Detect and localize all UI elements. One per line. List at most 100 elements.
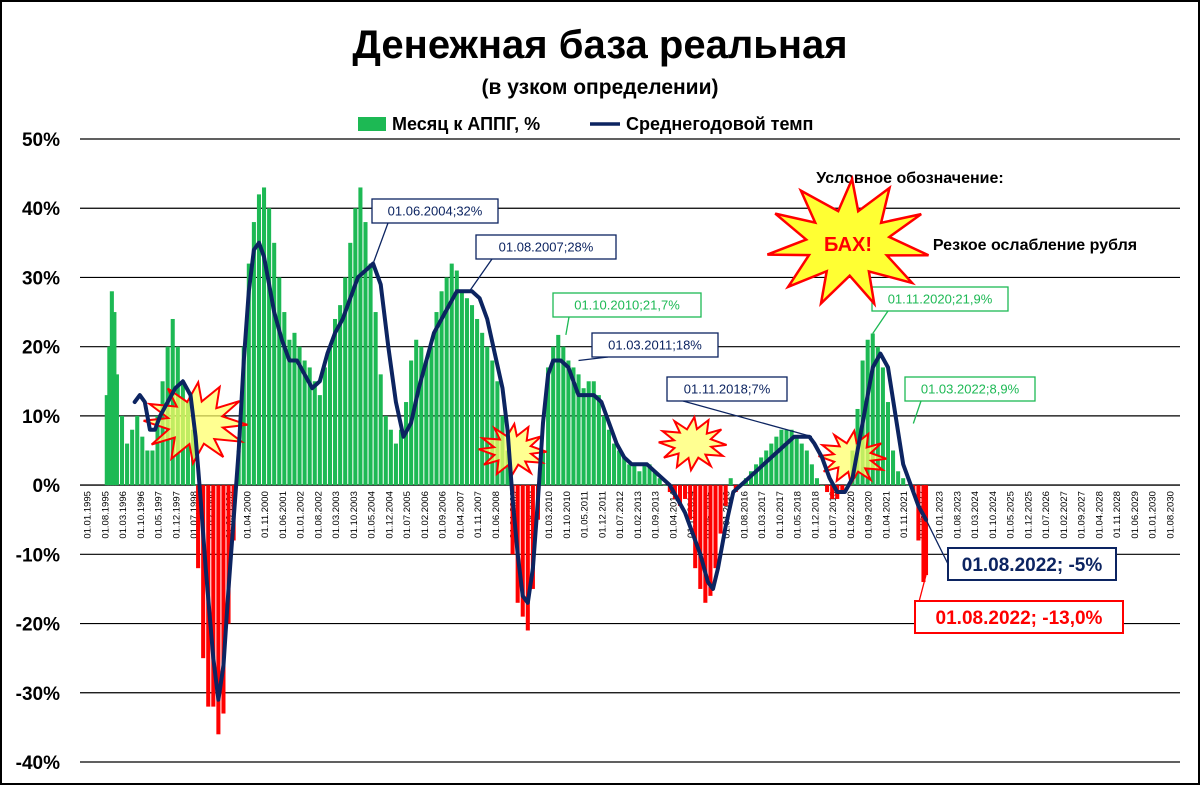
bar xyxy=(921,485,926,583)
x-tick-label: 01.07.1998 xyxy=(189,491,200,539)
bar xyxy=(652,471,657,486)
x-tick-label: 01.01.1995 xyxy=(83,491,94,539)
callout-leader xyxy=(565,316,570,336)
x-tick-label: 01.02.2020 xyxy=(846,491,857,539)
x-tick-label: 01.11.2021 xyxy=(899,491,910,538)
x-tick-label: 01.04.2000 xyxy=(242,491,253,539)
bar xyxy=(256,194,261,486)
bar xyxy=(591,381,596,486)
y-tick-label: -20% xyxy=(16,615,60,636)
x-tick-label: 01.04.2007 xyxy=(455,491,466,539)
chart-title: Денежная база реальная xyxy=(352,23,847,67)
y-tick-label: 20% xyxy=(22,338,60,359)
bar xyxy=(556,334,561,486)
bar xyxy=(327,346,333,486)
callout-box xyxy=(947,547,1117,581)
x-tick-label: 01.04.2014 xyxy=(668,491,679,539)
callout-box xyxy=(552,292,702,318)
bar xyxy=(840,485,845,493)
bar xyxy=(693,485,698,569)
bar xyxy=(764,450,769,486)
x-tick-label: 01.11.2028 xyxy=(1112,491,1123,538)
bar xyxy=(906,485,911,486)
x-tick-label: 01.09.2006 xyxy=(438,491,449,539)
y-tick-label: 10% xyxy=(22,407,60,428)
bar xyxy=(596,395,601,486)
bar xyxy=(348,242,353,486)
x-tick-label: 01.07.2005 xyxy=(402,491,413,539)
bar xyxy=(683,485,688,499)
x-tick-label: 01.04.2021 xyxy=(881,491,892,539)
bar xyxy=(896,471,901,486)
y-tick-label: -10% xyxy=(16,545,60,566)
callout-label: 01.08.2007;28% xyxy=(499,240,594,255)
x-tick-label: 01.05.2004 xyxy=(367,491,378,539)
bar xyxy=(125,443,130,486)
bar xyxy=(378,374,383,486)
average-line xyxy=(132,240,928,702)
bar xyxy=(480,332,485,486)
callout-box xyxy=(871,286,1009,312)
bar xyxy=(561,346,566,486)
bar xyxy=(769,443,774,486)
bar xyxy=(216,485,221,735)
x-tick-label: 01.05.2018 xyxy=(793,491,804,539)
bar xyxy=(282,312,287,486)
bar xyxy=(267,208,272,486)
bar xyxy=(317,395,322,486)
callout-box xyxy=(591,332,719,358)
bar xyxy=(865,339,870,486)
bar xyxy=(343,277,348,486)
bar xyxy=(226,485,231,624)
y-tick-label: -30% xyxy=(16,684,60,705)
bar xyxy=(713,485,718,569)
callout-label: 01.11.2018;7% xyxy=(684,382,771,397)
bar xyxy=(439,291,444,486)
legend-label-bars: Месяц к АППГ, % xyxy=(392,114,540,134)
bar xyxy=(612,443,617,486)
x-tick-label: 01.08.2023 xyxy=(952,491,963,539)
bar xyxy=(525,485,530,631)
bar xyxy=(576,374,581,486)
x-tick-label: 01.12.2011 xyxy=(597,491,608,538)
x-tick-label: 01.08.2030 xyxy=(1166,491,1177,539)
bar xyxy=(642,464,647,486)
x-tick-label: 01.03.2010 xyxy=(544,491,555,539)
x-tick-label: 01.05.1997 xyxy=(154,491,165,539)
bar xyxy=(586,381,591,486)
x-tick-label: 01.02.2006 xyxy=(420,491,431,539)
bar xyxy=(901,478,906,486)
bar xyxy=(251,222,256,486)
bar xyxy=(530,485,535,589)
bar xyxy=(444,277,449,486)
bar xyxy=(606,429,612,486)
bar xyxy=(870,333,875,486)
callout-leader xyxy=(468,258,493,292)
bar xyxy=(875,346,880,486)
bar xyxy=(135,415,140,486)
bar xyxy=(429,346,434,486)
bar xyxy=(277,277,282,486)
bar xyxy=(799,443,804,486)
bar xyxy=(338,305,343,486)
bar xyxy=(145,450,150,486)
y-tick-label: 50% xyxy=(22,130,60,151)
bar xyxy=(830,485,835,499)
bar xyxy=(759,457,764,486)
bar xyxy=(617,450,622,486)
legend-note-text: Резкое ослабление рубля xyxy=(933,237,1137,254)
bar xyxy=(571,367,576,486)
bar xyxy=(657,478,662,486)
bar xyxy=(718,485,723,534)
x-tick-label: 01.08.2016 xyxy=(739,491,750,539)
bar xyxy=(622,457,627,486)
bar xyxy=(160,381,165,486)
bar xyxy=(404,402,409,486)
bar xyxy=(520,485,525,617)
y-tick-label: -40% xyxy=(16,753,60,774)
bar xyxy=(789,429,794,486)
bar xyxy=(804,450,809,486)
bar xyxy=(485,346,490,486)
x-tick-label: 01.10.2010 xyxy=(562,491,573,539)
